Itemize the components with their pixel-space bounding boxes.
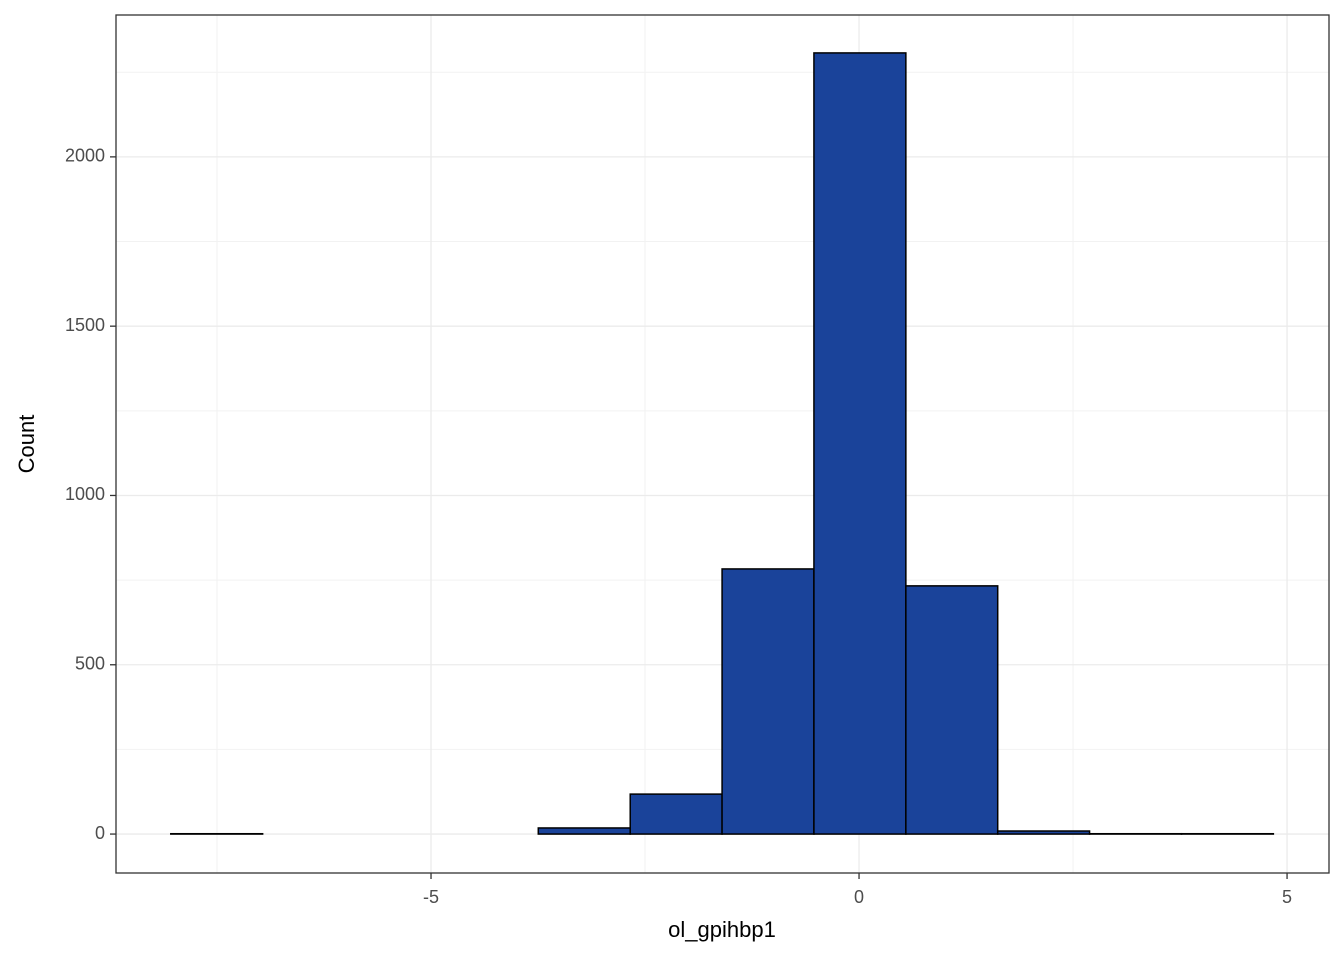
panel-border [115,14,1330,874]
y-tick-label: 0 [95,823,105,843]
y-axis-title: Count [14,415,39,474]
bar [996,830,1091,835]
y-tick-label: 500 [75,654,105,674]
bar [813,52,907,835]
x-tick-label: 5 [1282,887,1292,907]
x-axis-title: ol_gpihbp1 [668,917,776,942]
bar [537,827,631,835]
x-tick-label: -5 [423,887,439,907]
y-tick-label: 1000 [65,484,105,504]
x-tick-label: 0 [854,887,864,907]
bar [629,793,723,835]
bar [905,585,999,835]
y-tick-label: 1500 [65,315,105,335]
y-tick-label: 2000 [65,146,105,166]
bar [721,568,815,835]
